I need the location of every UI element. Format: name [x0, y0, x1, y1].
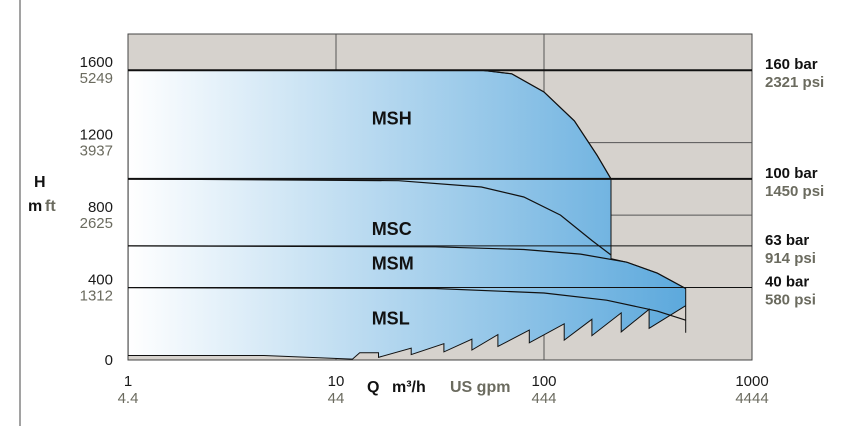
- x-tick-label-m3h: 100: [531, 373, 556, 390]
- x-tick-label-gpm: 444: [531, 390, 556, 407]
- pressure-label-psi: 2321 psi: [765, 74, 824, 91]
- x-tick-label-m3h: 1: [124, 373, 132, 390]
- performance-area: [128, 69, 687, 360]
- y-tick-label-ft: 3937: [80, 143, 113, 160]
- x-tick-label-gpm: 44: [328, 390, 345, 407]
- y-axis-label-m: m: [28, 198, 42, 215]
- x-tick-label-gpm: 4.4: [118, 390, 139, 407]
- curve-msh: [128, 69, 612, 180]
- y-tick-label-ft: 5249: [80, 70, 113, 87]
- x-tick-label-gpm: 4444: [735, 390, 768, 407]
- pressure-label-bar: 160 bar: [765, 56, 818, 73]
- y-tick-label-m: 1600: [80, 54, 113, 71]
- pressure-label-bar: 40 bar: [765, 274, 809, 291]
- y-tick-label-m: 0: [105, 352, 113, 369]
- y-tick-label-m: 1200: [80, 127, 113, 144]
- y-axis-label-h: H: [34, 174, 46, 191]
- y-tick-label-m: 800: [88, 199, 113, 216]
- x-axis-label-q: Q: [367, 379, 379, 396]
- y-tick-label-m: 400: [88, 272, 113, 289]
- performance-envelope: [128, 69, 687, 360]
- curve-msc: [128, 178, 612, 256]
- region-label-msh: MSH: [372, 109, 412, 129]
- y-tick-label-ft: 1312: [80, 288, 113, 305]
- pressure-label-psi: 914 psi: [765, 250, 816, 267]
- region-labels: MSH MSC MSM MSL: [372, 109, 414, 329]
- region-label-msl: MSL: [372, 309, 410, 329]
- pressure-label-psi: 580 psi: [765, 292, 816, 309]
- region-label-msm: MSM: [372, 253, 414, 273]
- x-tick-label-m3h: 1000: [735, 373, 768, 390]
- y-tick-label-ft: 2625: [80, 215, 113, 232]
- x-axis-label-alt-unit: US gpm: [450, 379, 510, 396]
- pressure-label-bar: 63 bar: [765, 232, 809, 249]
- pressure-label-bar: 100 bar: [765, 165, 818, 182]
- curve-layer: [128, 69, 752, 321]
- x-tick-label-m3h: 10: [328, 373, 345, 390]
- curve-msl: [128, 287, 686, 321]
- pressure-label-psi: 1450 psi: [765, 183, 824, 200]
- region-label-msc: MSC: [372, 219, 412, 239]
- y-axis-label-ft: ft: [45, 198, 56, 215]
- x-axis-label-unit: m³/h: [392, 379, 426, 396]
- curve-msm: [128, 245, 686, 290]
